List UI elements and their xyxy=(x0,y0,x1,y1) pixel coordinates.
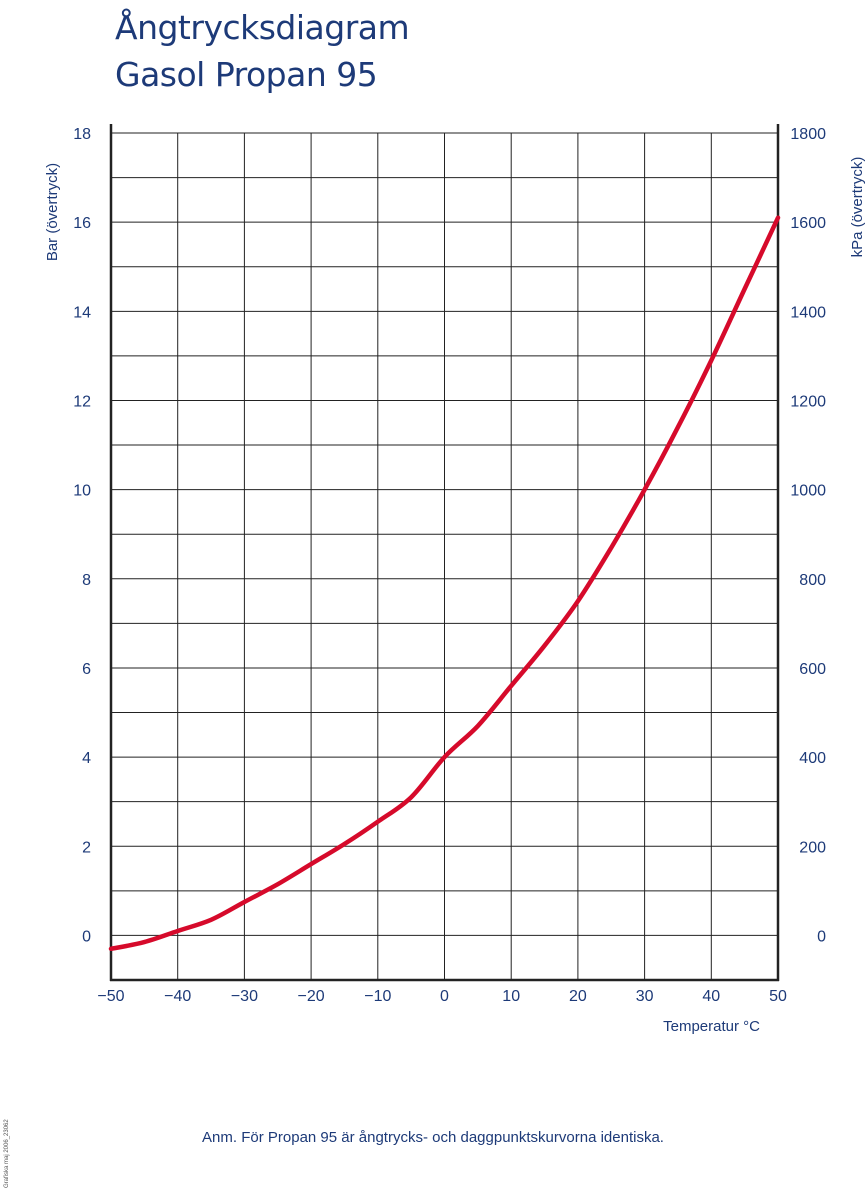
x-tick-label: 20 xyxy=(569,988,587,1005)
footnote: Anm. För Propan 95 är ångtrycks- och dag… xyxy=(202,1129,664,1146)
y2-tick-label: 1600 xyxy=(790,215,826,232)
x-tick-label: 40 xyxy=(702,988,720,1005)
chart-grid xyxy=(110,132,779,981)
vapor-pressure-line xyxy=(108,215,781,952)
x-tick-label: 10 xyxy=(502,988,520,1005)
y-tick-label: 8 xyxy=(82,572,91,589)
x-tick-label: −10 xyxy=(364,988,391,1005)
y-tick-label: 14 xyxy=(73,304,91,321)
print-credit: Grafiska maj 2006_23062 xyxy=(4,1119,10,1188)
y-tick-label: 6 xyxy=(82,661,91,678)
y-tick-label: 18 xyxy=(73,126,91,143)
y-tick-label: 16 xyxy=(73,215,91,232)
x-tick-label: 50 xyxy=(769,988,787,1005)
y2-tick-label: 800 xyxy=(799,572,826,589)
y-tick-label: 4 xyxy=(82,750,91,767)
y-tick-label: 2 xyxy=(82,839,91,856)
curve-layer xyxy=(108,215,781,952)
y-tick-label: 0 xyxy=(82,928,91,945)
y-tick-label: 10 xyxy=(73,483,91,500)
chart-title-line-1: Ångtrycksdiagram xyxy=(115,8,410,47)
y2-tick-label: 1800 xyxy=(790,126,826,143)
x-axis-title: Temperatur °C xyxy=(663,1018,760,1035)
chart-title-line-2: Gasol Propan 95 xyxy=(115,55,378,94)
y2-axis-title: kPa (övertryck) xyxy=(849,157,866,258)
tick-labels: 0246810121416180200400600800100012001400… xyxy=(44,126,866,1035)
x-tick-label: −30 xyxy=(231,988,258,1005)
y2-tick-label: 0 xyxy=(817,928,826,945)
y-tick-label: 12 xyxy=(73,393,91,410)
y2-tick-label: 1200 xyxy=(790,393,826,410)
y2-tick-label: 600 xyxy=(799,661,826,678)
y-axis-title: Bar (övertryck) xyxy=(44,163,61,261)
x-tick-label: 30 xyxy=(636,988,654,1005)
chart-axes xyxy=(109,124,780,982)
x-tick-label: −20 xyxy=(298,988,325,1005)
x-tick-label: −40 xyxy=(164,988,191,1005)
x-tick-label: 0 xyxy=(440,988,449,1005)
x-tick-label: −50 xyxy=(97,988,124,1005)
y2-tick-label: 1400 xyxy=(790,304,826,321)
y2-tick-label: 1000 xyxy=(790,483,826,500)
y2-tick-label: 200 xyxy=(799,839,826,856)
y2-tick-label: 400 xyxy=(799,750,826,767)
